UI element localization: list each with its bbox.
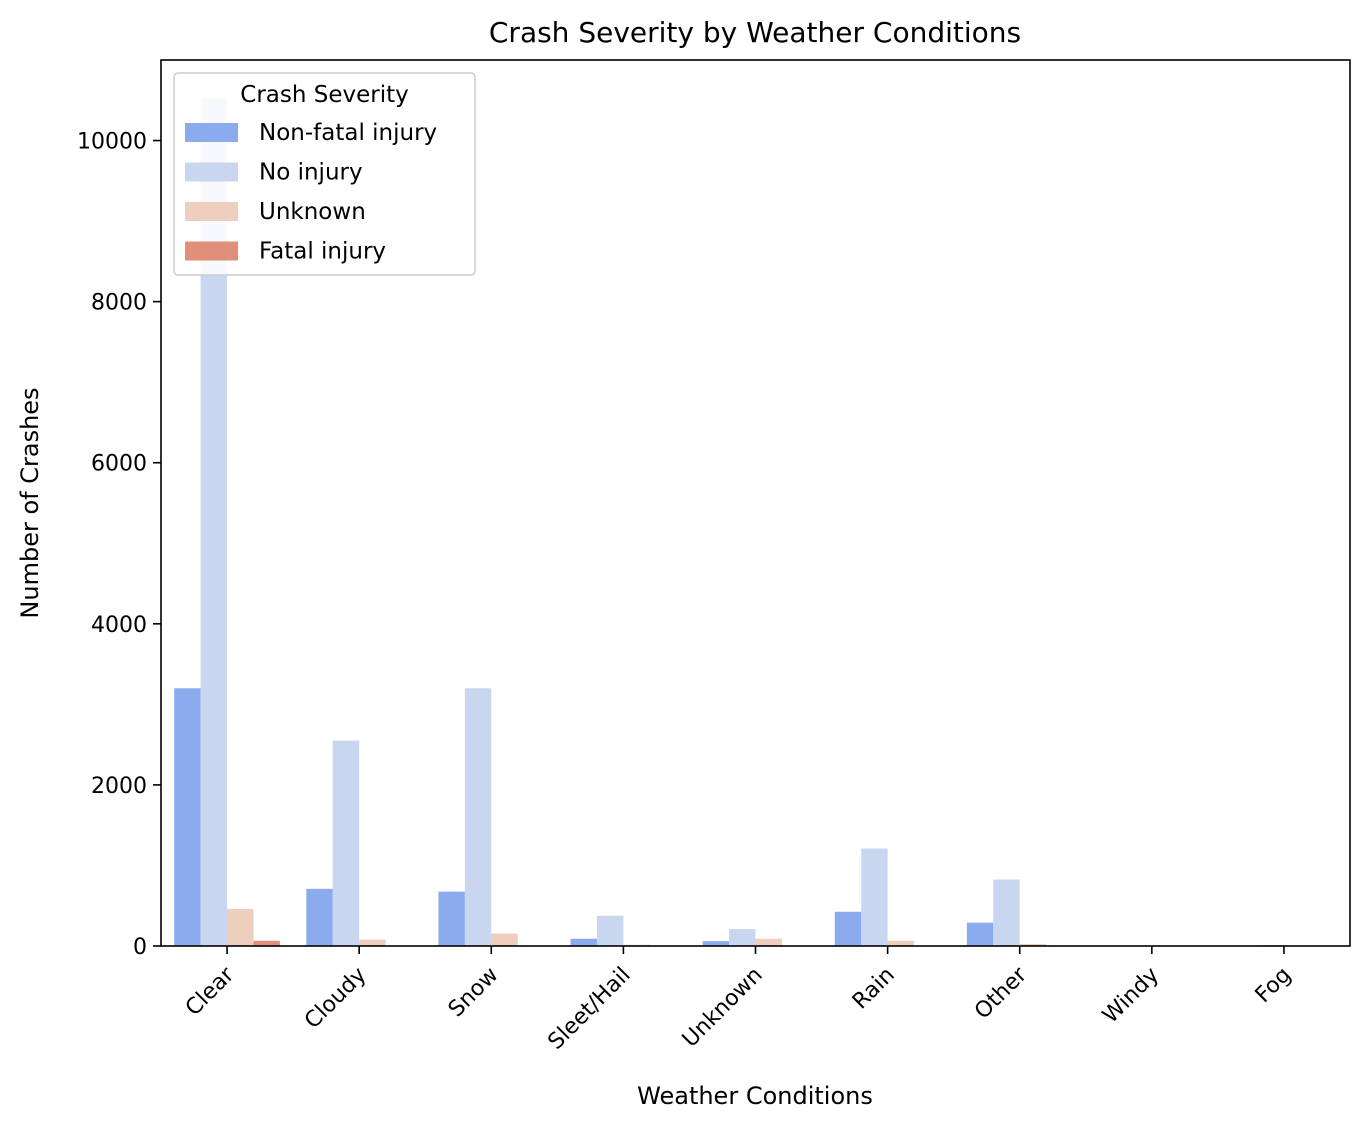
x-tick-label: Rain <box>848 963 900 1015</box>
bar-rain-non-fatal-injury <box>834 911 862 946</box>
bar-other-non-fatal-injury <box>966 922 994 946</box>
legend-title: Crash Severity <box>240 82 408 108</box>
legend-swatch <box>185 241 238 261</box>
legend-swatch <box>185 202 238 221</box>
y-tick-label: 8000 <box>91 291 147 316</box>
bar-sleet-hail-no-injury <box>596 915 624 946</box>
y-tick-label: 4000 <box>91 613 147 638</box>
bar-unknown-no-injury <box>729 929 756 946</box>
bars-group <box>174 98 1337 947</box>
y-axis-label: Number of Crashes <box>16 387 44 618</box>
bar-clear-unknown <box>227 908 254 946</box>
bar-snow-non-fatal-injury <box>438 891 465 946</box>
x-axis: Clear Cloudy Snow Sleet/Hail Unknown Rain Othe… <box>181 946 1296 1055</box>
bar-clear-non-fatal-injury <box>174 688 201 946</box>
bar-clear-fatal-injury <box>253 940 280 946</box>
plot-frame <box>160 59 1351 947</box>
legend-label: Non-fatal injury <box>259 120 437 146</box>
y-tick-label: 10000 <box>77 130 147 155</box>
x-axis-label: Weather Conditions <box>637 1082 873 1110</box>
bar-rain-unknown <box>887 940 915 946</box>
legend-label: Unknown <box>259 199 366 225</box>
bar-cloudy-non-fatal-injury <box>306 888 333 946</box>
bar-other-no-injury <box>993 879 1020 946</box>
legend-frame <box>173 72 476 276</box>
x-tick-label: Sleet/Hail <box>543 963 635 1055</box>
bar-rain-no-injury <box>861 848 888 946</box>
bar-cloudy-no-injury <box>332 740 360 946</box>
legend-swatch <box>185 162 238 182</box>
x-tick-label: Windy <box>1098 963 1164 1029</box>
legend: Crash Severity Non-fatal injury No injury U… <box>173 72 476 276</box>
legend-label: No injury <box>259 160 363 186</box>
y-tick-label: 6000 <box>91 452 147 477</box>
x-tick-label: Cloudy <box>300 963 371 1034</box>
bar-unknown-unknown <box>755 938 782 946</box>
bar-snow-no-injury <box>464 688 492 946</box>
x-tick-label: Clear <box>181 962 240 1021</box>
bar-other-unknown <box>1019 943 1047 946</box>
x-tick-label: Fog <box>1251 963 1296 1008</box>
bar-sleet-hail-non-fatal-injury <box>570 938 597 946</box>
x-tick-label: Snow <box>444 963 504 1023</box>
legend-label: Fatal injury <box>259 239 386 265</box>
y-axis: 0 2000 4000 6000 8000 10000 <box>77 130 161 960</box>
x-tick-label: Unknown <box>678 963 768 1053</box>
y-tick-label: 0 <box>133 935 147 960</box>
legend-swatch <box>185 123 238 142</box>
x-tick-label: Other <box>970 962 1033 1025</box>
bar-unknown-non-fatal-injury <box>702 941 730 946</box>
bar-snow-unknown <box>491 933 518 946</box>
bar-cloudy-unknown <box>359 939 386 946</box>
chart-title: Crash Severity by Weather Conditions <box>489 16 1021 49</box>
y-tick-label: 2000 <box>91 774 147 799</box>
